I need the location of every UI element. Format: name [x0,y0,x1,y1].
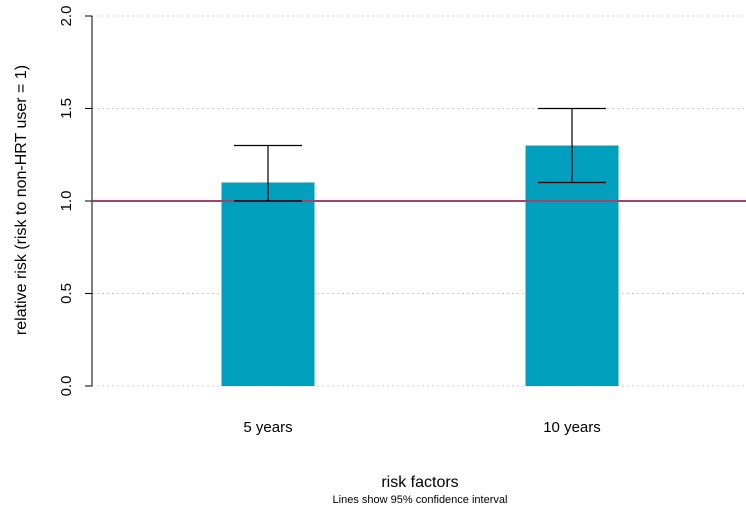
x-axis-tick-labels: 5 years 10 years [243,419,600,436]
y-axis-title: relative risk (risk to non-HRT user = 1) [13,65,30,335]
x-tick-label: 10 years [543,419,601,436]
y-tick-label: 1.0 [58,191,75,212]
y-tick-label: 0.5 [58,283,75,304]
bar-10-years [525,145,619,386]
y-tick-label: 1.5 [58,98,75,119]
bar-5-years [221,182,315,386]
error-bars [234,107,606,202]
chart-caption: Lines show 95% confidence interval [333,494,508,506]
error-bar-10-years [538,107,606,184]
bars [221,145,619,386]
x-tick-label: 5 years [243,419,292,436]
x-axis-title: risk factors [381,474,458,491]
y-tick-label: 0.0 [58,376,75,397]
error-bar-5-years [234,144,302,202]
y-tick-label: 2.0 [58,6,75,27]
y-axis-ticks: 0.0 0.5 1.0 1.5 2.0 [58,6,92,397]
